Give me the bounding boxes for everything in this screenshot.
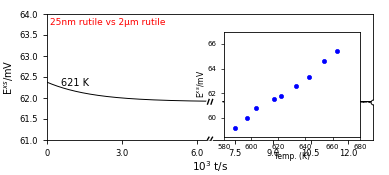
Text: 25nm rutile vs 2μm rutile: 25nm rutile vs 2μm rutile — [50, 18, 165, 27]
Point — [253, 107, 259, 110]
Point — [334, 50, 340, 53]
Y-axis label: E$^{xs}$/mV: E$^{xs}$/mV — [194, 70, 206, 98]
Point — [278, 94, 284, 97]
Point — [231, 127, 238, 129]
Y-axis label: E$^{xs}$/mV: E$^{xs}$/mV — [3, 59, 16, 95]
Point — [307, 76, 313, 79]
X-axis label: Temp. (K): Temp. (K) — [274, 152, 310, 160]
Point — [271, 98, 277, 101]
Text: 621 K: 621 K — [61, 78, 89, 88]
Point — [321, 60, 328, 62]
X-axis label: 10$^3$ t/s: 10$^3$ t/s — [192, 159, 228, 174]
Point — [293, 85, 299, 87]
Point — [244, 117, 250, 119]
